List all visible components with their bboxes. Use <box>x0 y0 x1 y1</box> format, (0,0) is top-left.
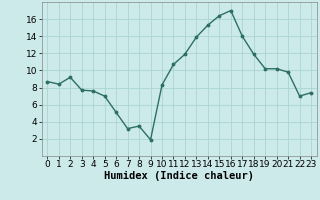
X-axis label: Humidex (Indice chaleur): Humidex (Indice chaleur) <box>104 171 254 181</box>
